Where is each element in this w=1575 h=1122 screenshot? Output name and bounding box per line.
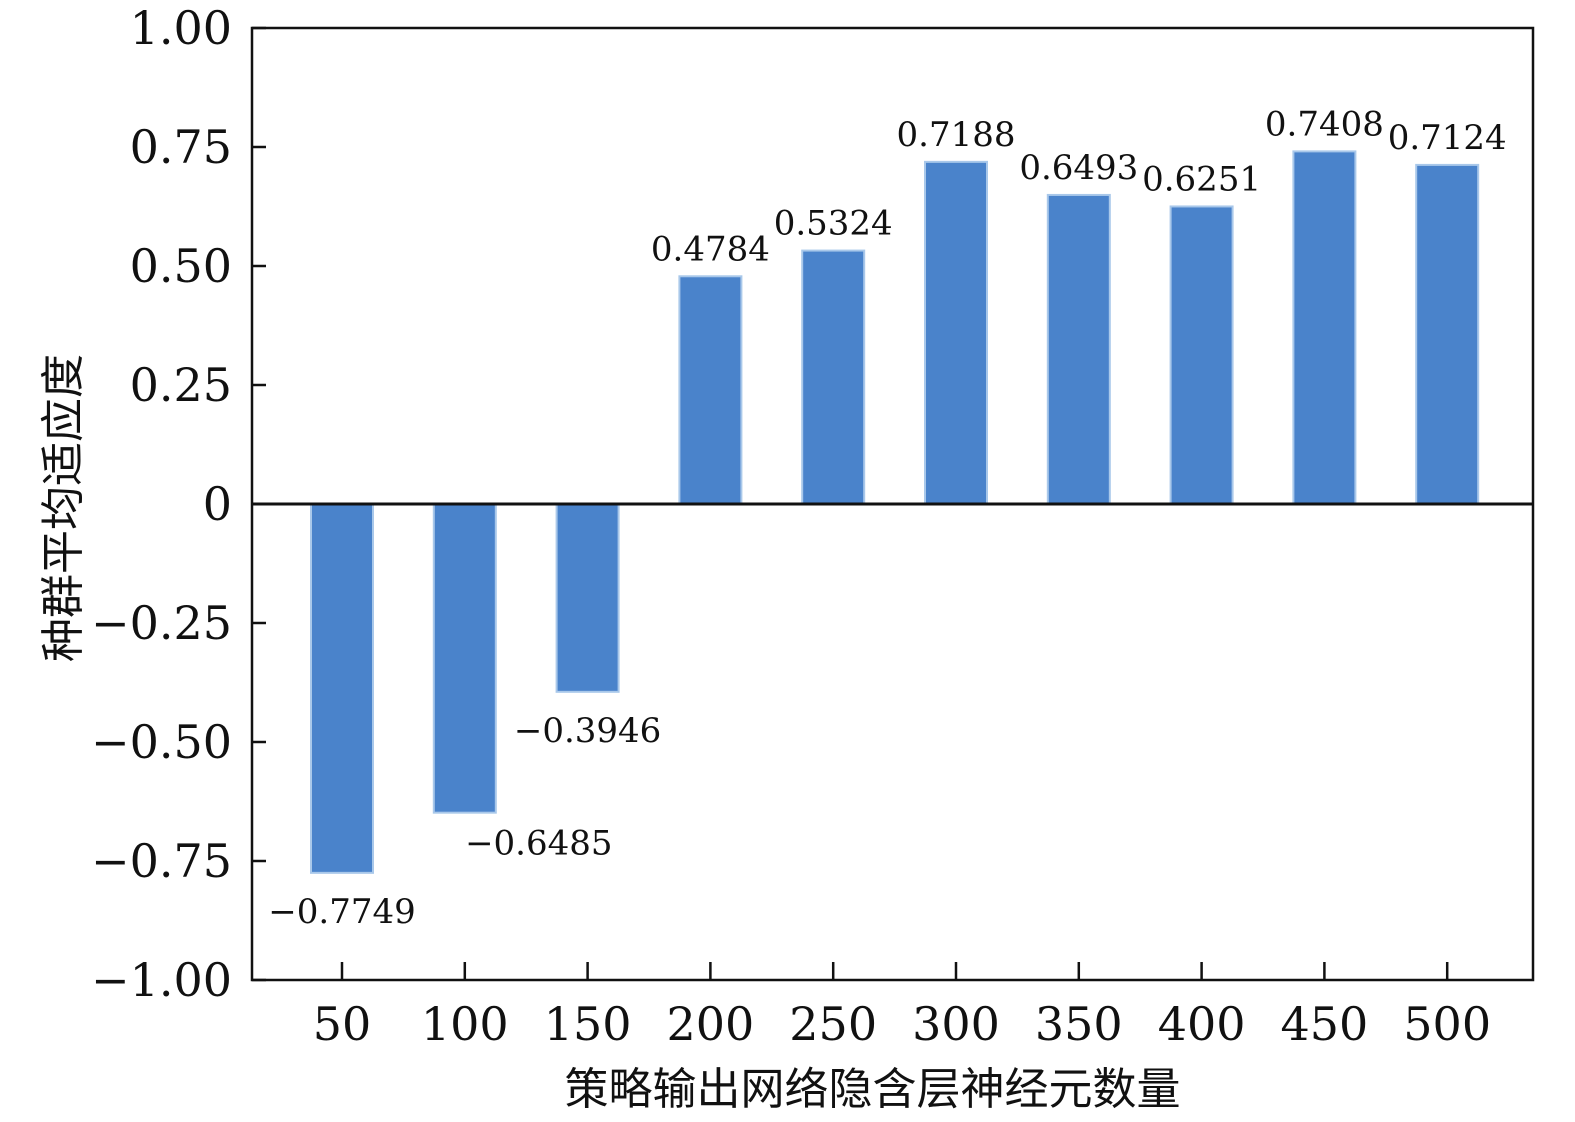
bar-200 [678, 275, 743, 505]
y-tick-label: 0.75 [130, 120, 232, 174]
bars-group [310, 150, 1480, 874]
bar-450 [1292, 150, 1357, 505]
y-tick-label: 0 [203, 477, 232, 531]
bar-350 [1046, 193, 1111, 505]
y-tick-label: −0.50 [91, 715, 232, 769]
y-tick-label: −0.25 [91, 596, 232, 650]
data-label-350: 0.6493 [1019, 148, 1138, 188]
y-tick-label: 1.00 [130, 1, 232, 55]
bar-400 [1169, 205, 1234, 505]
data-labels-group: −0.7749−0.6485−0.39460.47840.53240.71880… [268, 104, 1506, 931]
data-label-300: 0.7188 [897, 115, 1016, 155]
data-label-500: 0.7124 [1388, 118, 1507, 158]
x-tick-label: 350 [1035, 997, 1123, 1051]
data-label-200: 0.4784 [651, 229, 770, 269]
x-axis-title: 策略输出网络隐含层神经元数量 [565, 1064, 1181, 1115]
bar-150 [555, 503, 620, 693]
data-label-400: 0.6251 [1142, 159, 1261, 199]
y-axis-title: 种群平均适应度 [38, 354, 89, 662]
y-tick-label: −1.00 [91, 953, 232, 1007]
y-tick-label: −0.75 [91, 834, 232, 888]
x-tick-label: 150 [544, 997, 632, 1051]
x-tick-label: 50 [313, 997, 372, 1051]
data-label-250: 0.5324 [774, 204, 893, 244]
bar-100 [432, 503, 497, 814]
bar-50 [310, 503, 374, 874]
x-tick-label: 100 [421, 997, 509, 1051]
data-label-100: −0.6485 [465, 824, 612, 864]
bar-250 [801, 249, 866, 505]
y-tick-label: 0.50 [130, 239, 232, 293]
data-label-150: −0.3946 [514, 711, 661, 751]
data-label-50: −0.7749 [268, 892, 415, 932]
x-axis: 50 100 150 200 250 300 350 400 450 500 [313, 962, 1491, 1051]
bar-300 [924, 160, 988, 505]
x-tick-label: 450 [1280, 997, 1368, 1051]
bar-500 [1415, 163, 1480, 505]
x-tick-label: 300 [912, 997, 1000, 1051]
x-tick-label: 200 [666, 997, 754, 1051]
x-tick-label: 500 [1403, 997, 1491, 1051]
y-tick-label: 0.25 [130, 358, 232, 412]
x-tick-label: 250 [789, 997, 877, 1051]
x-tick-label: 400 [1158, 997, 1246, 1051]
data-label-450: 0.7408 [1265, 104, 1384, 144]
y-axis: 1.00 0.75 0.50 0.25 0 −0.25 −0.50 −0.75 −1.00 [91, 1, 266, 1007]
